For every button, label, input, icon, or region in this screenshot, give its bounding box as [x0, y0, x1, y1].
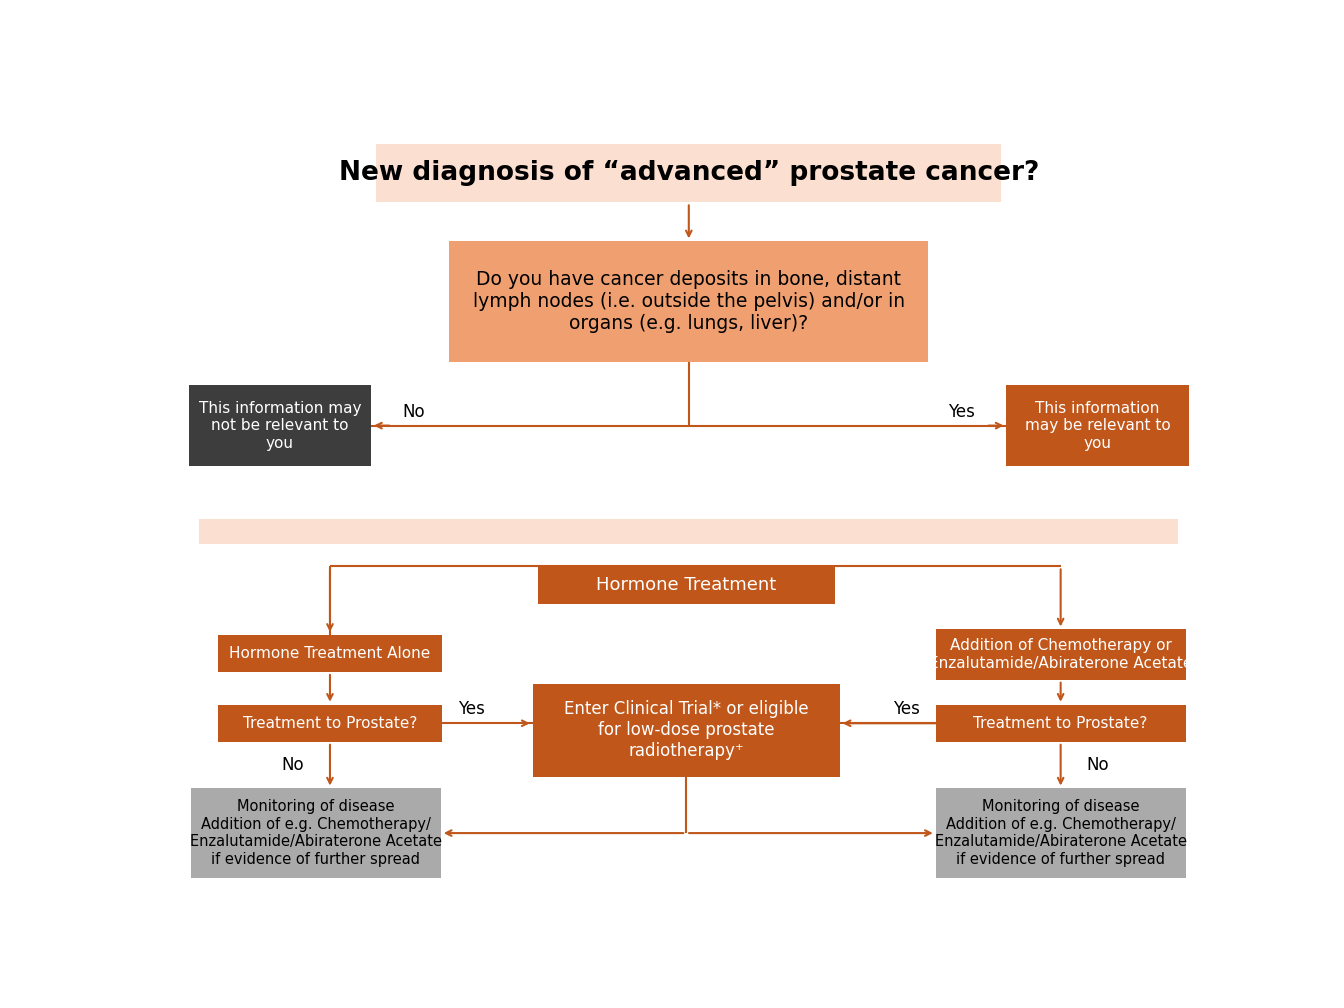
Text: Monitoring of disease
Addition of e.g. Chemotherapy/
Enzalutamide/Abiraterone Ac: Monitoring of disease Addition of e.g. C…: [934, 799, 1187, 867]
Text: Yes: Yes: [457, 701, 484, 719]
FancyBboxPatch shape: [935, 705, 1185, 742]
Text: No: No: [1087, 756, 1109, 774]
FancyBboxPatch shape: [532, 683, 840, 777]
FancyBboxPatch shape: [1007, 385, 1188, 467]
Text: Addition of Chemotherapy or
Enzalutamide/Abiraterone Acetate: Addition of Chemotherapy or Enzalutamide…: [929, 638, 1192, 670]
FancyBboxPatch shape: [199, 519, 1179, 544]
FancyBboxPatch shape: [218, 705, 442, 742]
FancyBboxPatch shape: [449, 241, 929, 362]
Text: Treatment to Prostate?: Treatment to Prostate?: [973, 716, 1148, 731]
Text: No: No: [402, 402, 425, 420]
Text: No: No: [281, 756, 304, 774]
Text: Hormone Treatment Alone: Hormone Treatment Alone: [230, 646, 430, 661]
Text: New diagnosis of “advanced” prostate cancer?: New diagnosis of “advanced” prostate can…: [339, 160, 1039, 186]
Text: Hormone Treatment: Hormone Treatment: [597, 577, 777, 594]
FancyBboxPatch shape: [191, 788, 441, 878]
FancyBboxPatch shape: [376, 144, 1001, 203]
Text: Yes: Yes: [894, 701, 921, 719]
Text: Yes: Yes: [949, 402, 976, 420]
FancyBboxPatch shape: [188, 385, 371, 467]
Text: Do you have cancer deposits in bone, distant
lymph nodes (i.e. outside the pelvi: Do you have cancer deposits in bone, dis…: [473, 270, 905, 333]
FancyBboxPatch shape: [935, 788, 1185, 878]
Text: Monitoring of disease
Addition of e.g. Chemotherapy/
Enzalutamide/Abiraterone Ac: Monitoring of disease Addition of e.g. C…: [190, 799, 442, 867]
Text: Treatment to Prostate?: Treatment to Prostate?: [243, 716, 417, 731]
Text: This information may
not be relevant to
you: This information may not be relevant to …: [199, 401, 362, 451]
FancyBboxPatch shape: [935, 629, 1185, 679]
FancyBboxPatch shape: [538, 566, 835, 604]
FancyBboxPatch shape: [218, 635, 442, 672]
Text: This information
may be relevant to
you: This information may be relevant to you: [1024, 401, 1171, 451]
Text: Enter Clinical Trial* or eligible
for low-dose prostate
radiotherapy⁺: Enter Clinical Trial* or eligible for lo…: [564, 701, 809, 760]
